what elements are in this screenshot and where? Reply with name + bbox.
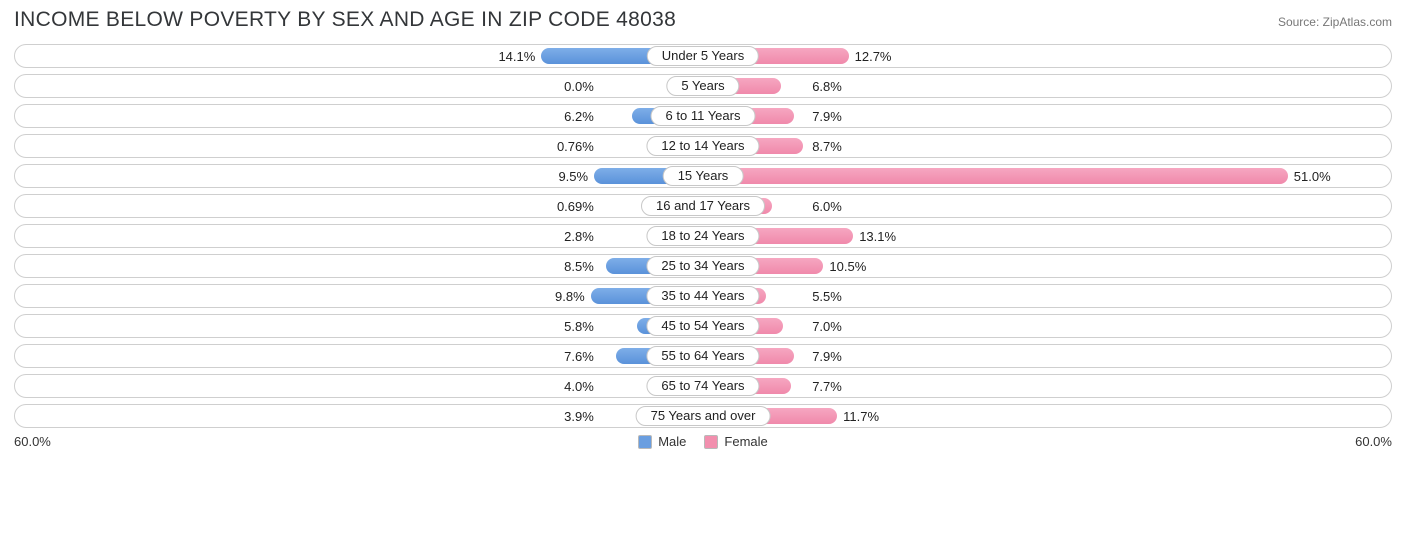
category-label: 35 to 44 Years [646, 286, 759, 306]
male-value: 7.6% [564, 345, 600, 367]
male-value: 8.5% [564, 255, 600, 277]
legend-item-female: Female [704, 434, 767, 449]
female-bar [703, 168, 1288, 184]
male-value: 9.8% [555, 285, 591, 307]
chart-row: 4.0% 7.7% 65 to 74 Years [14, 374, 1392, 398]
axis-right-max: 60.0% [1355, 434, 1392, 449]
category-label: 15 Years [663, 166, 744, 186]
female-value: 7.0% [806, 315, 842, 337]
male-value: 2.8% [564, 225, 600, 247]
chart-row: 0.69% 6.0% 16 and 17 Years [14, 194, 1392, 218]
chart-source: Source: ZipAtlas.com [1278, 15, 1392, 29]
category-label: 12 to 14 Years [646, 136, 759, 156]
chart-legend: Male Female [638, 434, 768, 449]
chart-row: 0.76% 8.7% 12 to 14 Years [14, 134, 1392, 158]
female-value: 6.0% [806, 195, 842, 217]
male-value: 6.2% [564, 105, 600, 127]
poverty-by-sex-age-chart: INCOME BELOW POVERTY BY SEX AND AGE IN Z… [0, 0, 1406, 455]
female-value: 5.5% [806, 285, 842, 307]
male-value: 14.1% [498, 45, 541, 67]
chart-rows: 14.1% 12.7% Under 5 Years 0.0% 6.8% 5 Years 6.… [14, 44, 1392, 428]
male-value: 3.9% [564, 405, 600, 427]
female-value: 6.8% [806, 75, 842, 97]
female-value: 11.7% [837, 405, 879, 427]
category-label: 6 to 11 Years [651, 106, 756, 126]
category-label: 18 to 24 Years [646, 226, 759, 246]
chart-row: 2.8% 13.1% 18 to 24 Years [14, 224, 1392, 248]
chart-row: 9.8% 5.5% 35 to 44 Years [14, 284, 1392, 308]
female-value: 7.9% [806, 105, 842, 127]
legend-item-male: Male [638, 434, 686, 449]
chart-title: INCOME BELOW POVERTY BY SEX AND AGE IN Z… [14, 8, 676, 32]
category-label: 16 and 17 Years [641, 196, 765, 216]
axis-left-max: 60.0% [14, 434, 51, 449]
chart-header: INCOME BELOW POVERTY BY SEX AND AGE IN Z… [14, 8, 1392, 32]
male-value: 5.8% [564, 315, 600, 337]
female-swatch-icon [704, 435, 718, 449]
female-value: 7.9% [806, 345, 842, 367]
female-value: 12.7% [849, 45, 892, 67]
category-label: 55 to 64 Years [646, 346, 759, 366]
female-value: 10.5% [823, 255, 866, 277]
category-label: 65 to 74 Years [646, 376, 759, 396]
chart-row: 6.2% 7.9% 6 to 11 Years [14, 104, 1392, 128]
category-label: 75 Years and over [636, 406, 771, 426]
chart-row: 8.5% 10.5% 25 to 34 Years [14, 254, 1392, 278]
category-label: Under 5 Years [647, 46, 759, 66]
chart-row: 3.9% 11.7% 75 Years and over [14, 404, 1392, 428]
legend-male-label: Male [658, 434, 686, 449]
female-value: 7.7% [806, 375, 842, 397]
male-value: 0.76% [557, 135, 600, 157]
chart-row: 5.8% 7.0% 45 to 54 Years [14, 314, 1392, 338]
legend-female-label: Female [724, 434, 767, 449]
chart-row: 9.5% 51.0% 15 Years [14, 164, 1392, 188]
male-swatch-icon [638, 435, 652, 449]
female-value: 8.7% [806, 135, 842, 157]
female-value: 51.0% [1288, 165, 1331, 187]
male-value: 0.0% [564, 75, 600, 97]
category-label: 5 Years [666, 76, 739, 96]
female-value: 13.1% [853, 225, 896, 247]
male-value: 4.0% [564, 375, 600, 397]
male-value: 0.69% [557, 195, 600, 217]
chart-row: 14.1% 12.7% Under 5 Years [14, 44, 1392, 68]
category-label: 45 to 54 Years [646, 316, 759, 336]
chart-row: 7.6% 7.9% 55 to 64 Years [14, 344, 1392, 368]
male-value: 9.5% [558, 165, 594, 187]
chart-footer: 60.0% Male Female 60.0% [14, 434, 1392, 449]
chart-row: 0.0% 6.8% 5 Years [14, 74, 1392, 98]
category-label: 25 to 34 Years [646, 256, 759, 276]
